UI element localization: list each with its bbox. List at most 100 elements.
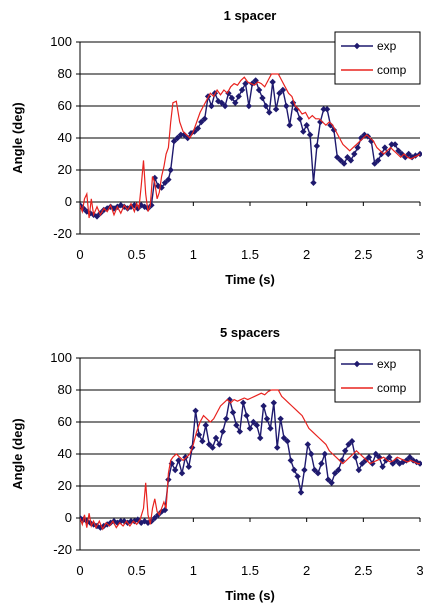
data-point-exp [219,428,226,435]
data-point-exp [342,447,349,454]
data-point-exp [212,434,220,442]
legend-label-comp: comp [377,381,407,395]
series-line-comp [80,73,421,219]
data-point-exp [303,122,310,129]
y-tick-label: 0 [65,194,72,209]
data-point-exp [330,126,338,134]
data-point-exp [206,441,213,448]
data-point-exp [310,179,317,186]
data-point-exp [345,441,352,448]
data-point-exp [372,450,379,458]
data-point-exp [83,518,90,525]
data-point-exp [374,157,382,164]
data-point-exp [365,454,373,461]
data-point-exp [131,518,138,525]
data-point-exp [368,138,375,145]
legend: exp comp [334,31,421,85]
data-point-exp [355,466,362,474]
data-point-exp [314,470,322,477]
data-point-exp [198,118,205,126]
data-point-exp [293,106,300,113]
data-point-exp [172,466,179,474]
data-point-exp [382,457,390,464]
data-point-exp [233,422,240,429]
data-point-exp [114,519,121,526]
y-tick-label: 20 [58,478,72,493]
data-point-exp [195,431,203,438]
data-point-exp [280,434,288,442]
series-comp [80,73,421,219]
x-tick-label: 0 [76,247,83,262]
series-exp [80,396,422,531]
data-point-exp [311,466,318,474]
x-tick-label: 1.5 [241,247,259,262]
x-tick-label: 0.5 [128,247,146,262]
data-point-exp [262,102,270,110]
data-point-exp [291,466,298,474]
data-point-exp [381,144,389,151]
data-point-exp [117,518,124,525]
data-point-exp [296,115,304,122]
data-point-exp [177,131,185,138]
data-point-exp [340,160,348,167]
data-point-exp [320,106,327,113]
legend-label-comp: comp [377,63,407,77]
data-point-exp [255,86,263,94]
data-point-exp [354,144,361,151]
data-point-exp [318,460,325,467]
data-point-exp [199,438,206,445]
x-axis-label: Time (s) [225,588,275,603]
x-tick-label: 2 [303,563,310,578]
series-line-exp [80,399,421,529]
data-point-exp [165,176,172,183]
data-point-exp [182,454,189,461]
data-point-exp [313,142,321,150]
x-tick-label: 2.5 [354,247,372,262]
x-tick-label: 1 [190,247,197,262]
x-tick-label: 2 [303,247,310,262]
data-point-exp [362,457,369,464]
data-point-exp [301,466,308,474]
data-point-exp [352,454,359,461]
data-point-exp [323,106,331,113]
data-point-exp [174,134,181,142]
data-point-exp [294,473,301,480]
legend-marker-exp [353,42,361,50]
data-point-exp [170,138,178,145]
data-point-exp [406,454,413,461]
data-point-exp [297,489,305,496]
y-tick-label: -20 [53,226,72,241]
data-point-exp [317,118,324,126]
data-point-exp [161,506,169,514]
data-point-exp [286,122,293,129]
data-point-exp [167,166,174,174]
x-tick-label: 2.5 [354,563,372,578]
data-point-exp [229,409,237,416]
data-point-exp [238,86,246,94]
data-point-exp [272,106,280,113]
y-tick-label: 60 [58,414,72,429]
data-point-exp [378,150,385,158]
data-point-exp [235,93,242,100]
legend-label-exp: exp [377,357,397,371]
data-point-exp [337,157,344,164]
data-point-exp [223,415,230,422]
data-point-exp [334,154,341,161]
data-point-exp [308,450,315,458]
data-point-exp [402,154,409,161]
data-point-exp [300,128,307,135]
data-point-exp [245,102,253,110]
data-point-exp [266,109,273,116]
data-point-exp [225,90,232,97]
data-point-exp [325,476,332,483]
data-point-exp [321,450,328,458]
chart-title: 5 spacers [220,325,280,340]
data-point-exp [221,102,229,110]
data-point-exp [253,422,260,429]
data-point-exp [335,466,342,474]
data-point-exp [283,102,290,110]
data-point-exp [351,150,358,158]
data-point-exp [259,94,266,102]
y-tick-label: 40 [58,130,72,145]
data-point-exp [228,94,236,102]
